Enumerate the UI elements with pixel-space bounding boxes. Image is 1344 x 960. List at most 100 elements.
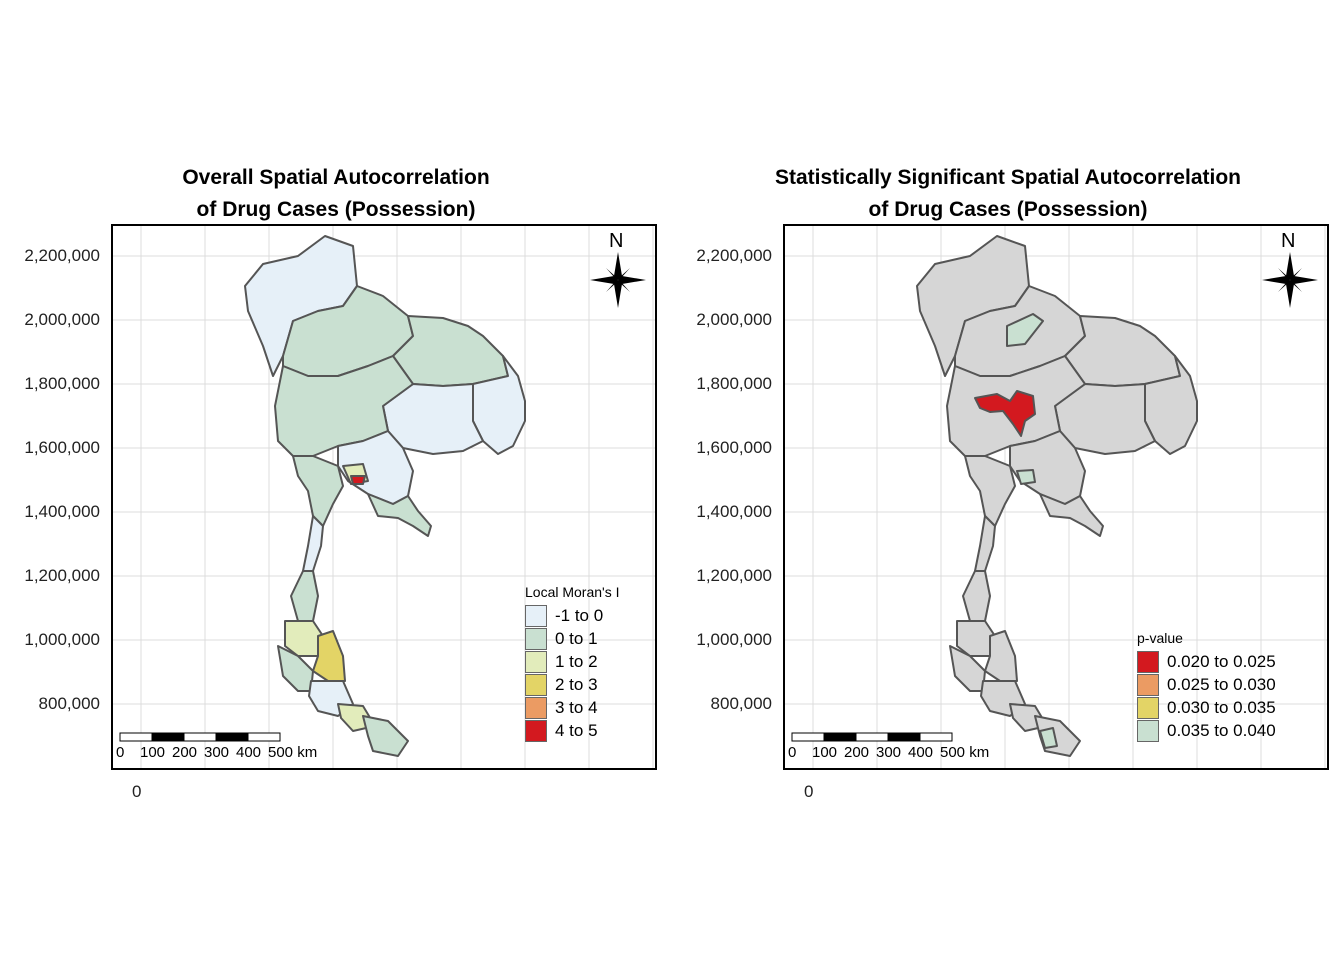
- legend-item: -1 to 0: [525, 604, 620, 627]
- legend-label: 1 to 2: [555, 651, 598, 671]
- region-south-upper: [962, 570, 991, 622]
- map-panel-right: Statistically Significant Spatial Autoco…: [672, 0, 1344, 960]
- scale-label: 400: [236, 744, 262, 761]
- map-title-line2: of Drug Cases (Possession): [868, 198, 1148, 221]
- region-east-coast: [1039, 493, 1104, 537]
- scale-label: 0: [116, 744, 125, 761]
- legend-item: 0.020 to 0.025: [1137, 650, 1276, 673]
- north-arrow-icon: [590, 252, 646, 308]
- y-tick: 800,000: [710, 694, 772, 713]
- legend-swatch: [1137, 650, 1159, 673]
- legend: p-value 0.020 to 0.025 0.025 to 0.030 0.…: [1137, 630, 1276, 742]
- map-panel-left: Overall Spatial Autocorrelation of Drug …: [24, 166, 657, 801]
- y-tick: 2,200,000: [696, 246, 772, 265]
- map-canvas: [113, 226, 655, 768]
- region-south-gold: [984, 630, 1018, 682]
- legend-label: 0.035 to 0.040: [1167, 720, 1276, 740]
- map-canvas: [785, 226, 1327, 768]
- legend-title: p-value: [1137, 630, 1183, 646]
- legend-item: 0 to 1: [525, 627, 620, 650]
- legend-item: 0.030 to 0.035: [1137, 696, 1276, 719]
- legend-label: 3 to 4: [555, 697, 598, 717]
- region-north-east: [1064, 315, 1181, 387]
- legend-item: 0.025 to 0.030: [1137, 673, 1276, 696]
- region-significant-red: [974, 390, 1036, 437]
- region-north-significant: [1006, 313, 1044, 347]
- region-north-east: [392, 315, 509, 387]
- scale-label: 100: [812, 744, 838, 761]
- y-tick: 1,400,000: [696, 502, 772, 521]
- north-label: N: [1281, 230, 1296, 252]
- legend-swatch: [1137, 696, 1159, 719]
- region-central-significant: [1016, 469, 1036, 485]
- legend-swatch: [1137, 719, 1159, 742]
- legend-item: 0.035 to 0.040: [1137, 719, 1276, 742]
- legend: Local Moran's I -1 to 0 0 to 1 1 to 2 2 …: [525, 584, 620, 742]
- scale-label: 500 km: [268, 744, 318, 761]
- legend-item: 2 to 3: [525, 673, 620, 696]
- y-tick: 800,000: [38, 694, 100, 713]
- y-tick: 2,000,000: [696, 310, 772, 329]
- y-tick: 1,400,000: [24, 502, 100, 521]
- legend-swatch: [525, 673, 547, 696]
- y-tick: 1,600,000: [24, 438, 100, 457]
- scale-bar: [119, 732, 281, 742]
- legend-label: 2 to 3: [555, 674, 598, 694]
- legend-label: 4 to 5: [555, 720, 598, 740]
- scale-label: 0: [788, 744, 797, 761]
- map-title-line1: Overall Spatial Autocorrelation: [182, 166, 490, 189]
- legend-item: 4 to 5: [525, 719, 620, 742]
- legend-swatch: [525, 627, 547, 650]
- scale-label: 300: [876, 744, 902, 761]
- scale-label: 500 km: [940, 744, 990, 761]
- legend-label: 0.030 to 0.035: [1167, 697, 1276, 717]
- region-east-edge: [472, 355, 526, 455]
- legend-swatch: [525, 604, 547, 627]
- x-tick: 0: [804, 782, 814, 801]
- region-south-tip: [362, 715, 409, 757]
- legend-swatch: [525, 696, 547, 719]
- region-east-coast: [367, 493, 432, 537]
- y-tick: 1,000,000: [696, 630, 772, 649]
- x-tick: 0: [132, 782, 142, 801]
- y-tick: 1,800,000: [24, 374, 100, 393]
- scale-label: 400: [908, 744, 934, 761]
- scale-bar: [791, 732, 953, 742]
- scale-label: 200: [172, 744, 198, 761]
- region-west: [292, 455, 344, 527]
- legend-swatch: [525, 650, 547, 673]
- y-tick: 2,000,000: [24, 310, 100, 329]
- y-tick: 2,200,000: [24, 246, 100, 265]
- legend-swatch: [1137, 673, 1159, 696]
- region-isthmus: [302, 515, 324, 572]
- country-outline: [244, 235, 526, 757]
- map-frame: N 0 100 200 300 400 500 km p-value 0.020…: [783, 224, 1329, 770]
- y-tick: 1,200,000: [696, 566, 772, 585]
- legend-item: 3 to 4: [525, 696, 620, 719]
- legend-label: 0.025 to 0.030: [1167, 674, 1276, 694]
- map-frame: N 0 100 200 300 400 500 km Local Moran's…: [111, 224, 657, 770]
- map-title-line2: of Drug Cases (Possession): [196, 198, 476, 221]
- region-west: [964, 455, 1016, 527]
- legend-swatch: [525, 719, 547, 742]
- legend-item: 1 to 2: [525, 650, 620, 673]
- region-south-gold: [312, 630, 346, 682]
- scale-label: 100: [140, 744, 166, 761]
- legend-label: 0.020 to 0.025: [1167, 651, 1276, 671]
- y-tick: 1,800,000: [696, 374, 772, 393]
- scale-label: 200: [844, 744, 870, 761]
- country-outline: [916, 235, 1198, 757]
- legend-title: Local Moran's I: [525, 584, 620, 600]
- region-bangkok-red: [350, 475, 366, 485]
- y-tick: 1,600,000: [696, 438, 772, 457]
- region-south-upper: [290, 570, 319, 622]
- region-east-edge: [1144, 355, 1198, 455]
- y-tick: 1,200,000: [24, 566, 100, 585]
- scale-label: 300: [204, 744, 230, 761]
- region-south-significant: [1039, 727, 1058, 749]
- map-title-line1: Statistically Significant Spatial Autoco…: [775, 166, 1241, 189]
- legend-label: -1 to 0: [555, 605, 604, 625]
- legend-label: 0 to 1: [555, 628, 598, 648]
- north-arrow-icon: [1262, 252, 1318, 308]
- y-tick: 1,000,000: [24, 630, 100, 649]
